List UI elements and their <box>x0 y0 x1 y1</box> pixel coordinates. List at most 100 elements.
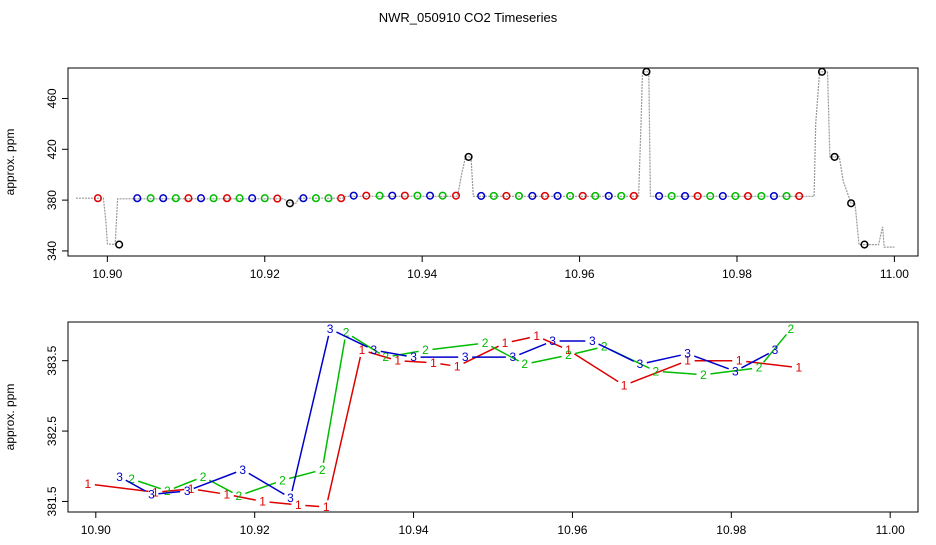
series-1-segment <box>746 360 792 368</box>
series-1-marker: 1 <box>224 487 231 501</box>
bottom-x-tick-label: 10.96 <box>557 523 587 537</box>
series-3-marker: 3 <box>148 487 155 501</box>
data-point-2 <box>413 191 422 200</box>
data-point-3 <box>528 191 537 200</box>
figure-title: NWR_050910 CO2 Timeseries <box>379 10 558 25</box>
data-point-1 <box>578 191 587 200</box>
data-point-3 <box>299 194 308 203</box>
data-point-2 <box>617 191 626 200</box>
series-2-marker: 2 <box>653 364 660 378</box>
series-2-segment <box>575 347 598 355</box>
top-x-tick-label: 10.94 <box>407 267 437 281</box>
data-point-2 <box>731 191 740 201</box>
data-point-2 <box>757 191 766 201</box>
series-2-marker: 2 <box>422 343 429 357</box>
data-point-1 <box>629 191 638 200</box>
series-2-marker: 2 <box>565 348 572 362</box>
series-3-segment <box>741 352 770 369</box>
top-y-tick-label: 380 <box>45 190 59 210</box>
data-point-3 <box>159 194 168 203</box>
series-3-segment <box>693 355 729 370</box>
top-y-tick-label: 340 <box>45 241 59 261</box>
series-3-segment <box>380 350 407 357</box>
bottom-x-tick-label: 10.94 <box>399 523 429 537</box>
data-point-3 <box>680 191 690 201</box>
data-point-3 <box>425 191 435 200</box>
series-1-marker: 1 <box>565 343 572 357</box>
bottom-y-axis-label: approx. ppm <box>3 384 17 451</box>
series-2-marker: 2 <box>700 368 707 382</box>
series-1-segment <box>305 504 320 508</box>
series-3-marker: 3 <box>410 350 417 364</box>
data-point-3 <box>604 191 613 200</box>
series-2-segment <box>137 480 161 490</box>
series-1-marker: 1 <box>323 500 330 514</box>
series-2-segment <box>322 339 346 464</box>
series-1-marker: 1 <box>502 336 509 350</box>
data-point-1 <box>337 194 346 203</box>
series-2-marker: 2 <box>200 470 207 484</box>
series-2-segment <box>208 479 233 494</box>
series-1-marker: 1 <box>295 498 302 512</box>
series-1-marker: 1 <box>359 343 366 357</box>
series-1-marker: 1 <box>621 378 628 392</box>
series-1-segment <box>542 338 563 348</box>
series-2-marker: 2 <box>319 463 326 477</box>
data-point-2 <box>438 191 447 200</box>
series-1-segment <box>404 360 427 364</box>
series-2-marker: 2 <box>235 489 242 503</box>
series-1-segment <box>440 363 451 367</box>
data-point-3 <box>553 191 562 200</box>
data-point-2 <box>514 191 524 200</box>
series-2-marker: 2 <box>128 472 135 486</box>
data-point-1 <box>93 194 102 203</box>
data-point-2 <box>667 191 676 201</box>
series-3-marker: 3 <box>184 484 191 498</box>
series-1-marker: 1 <box>454 359 461 373</box>
top-x-tick-label: 10.92 <box>250 267 280 281</box>
series-1-marker: 1 <box>152 485 159 499</box>
data-point-cal <box>817 67 827 76</box>
series-2-segment <box>351 335 381 355</box>
series-3-marker: 3 <box>239 463 246 477</box>
series-1-marker: 1 <box>430 356 437 370</box>
series-1-segment <box>162 488 185 493</box>
data-point-2 <box>235 194 244 203</box>
series-1-segment <box>233 495 256 501</box>
data-point-1 <box>400 191 409 200</box>
data-point-1 <box>362 191 371 200</box>
series-1-marker: 1 <box>259 494 266 508</box>
data-point-1 <box>693 191 702 201</box>
series-1-segment <box>269 501 292 506</box>
bottom-plot-frame <box>67 321 919 513</box>
data-point-3 <box>477 191 486 200</box>
data-point-2 <box>706 191 715 201</box>
series-2-segment <box>245 481 277 495</box>
series-1-segment <box>368 351 392 360</box>
top-x-tick-label: 11.00 <box>880 267 909 281</box>
series-1-segment <box>511 336 531 343</box>
series-3-marker: 3 <box>510 350 517 364</box>
data-point-cal <box>285 199 294 208</box>
series-3-marker: 3 <box>116 470 123 484</box>
data-point-1 <box>184 194 193 203</box>
series-2-segment <box>432 343 479 351</box>
top-y-axis-label: approx. ppm <box>3 129 17 196</box>
top-y-tick-label: 460 <box>45 88 59 108</box>
data-point-2 <box>782 191 791 201</box>
data-point-cal <box>830 152 839 161</box>
series-3-segment <box>336 331 368 348</box>
series-3-segment <box>158 490 181 495</box>
series-3-segment <box>519 342 547 356</box>
bottom-x-tick-label: 11.00 <box>876 523 905 537</box>
data-point-2 <box>311 194 320 203</box>
data-point-cal <box>847 199 856 208</box>
series-3-marker: 3 <box>549 334 556 348</box>
data-point-3 <box>655 191 664 201</box>
series-1-marker: 1 <box>394 354 401 368</box>
series-2-segment <box>710 367 753 375</box>
series-2-marker: 2 <box>756 361 763 375</box>
series-1-marker: 1 <box>533 329 540 343</box>
series-1-marker: 1 <box>684 354 691 368</box>
raw-trace-line <box>75 71 895 248</box>
